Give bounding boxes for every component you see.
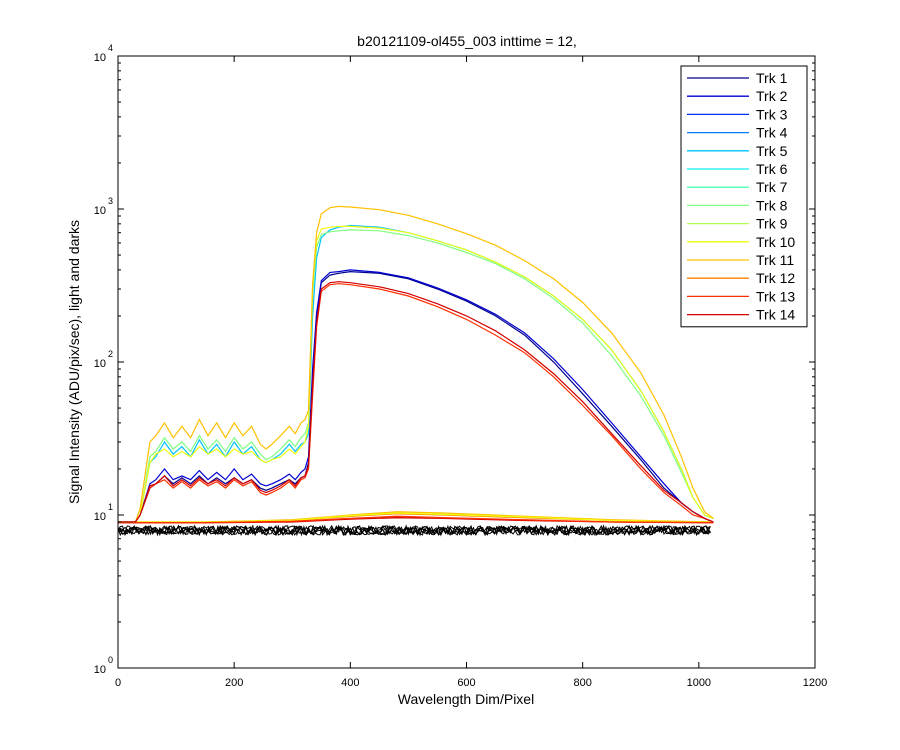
x-tick-label: 400: [341, 677, 359, 689]
legend-label: Trk 8: [756, 197, 788, 213]
series-line-trk-11: [118, 205, 714, 523]
y-tick-label-exponent: 0: [108, 655, 113, 665]
x-tick-label: 600: [457, 677, 475, 689]
x-tick-label: 0: [115, 677, 121, 689]
noise-floor-line: [117, 524, 711, 537]
y-tick-label-exponent: 1: [108, 502, 113, 512]
y-tick-label-base: 10: [94, 664, 106, 676]
legend: Trk 1 Trk 2 Trk 3 Trk 4 Trk 5 Trk 6 Trk 7 Trk 8…: [680, 65, 808, 328]
legend-label: Trk 7: [756, 179, 788, 195]
legend-label: Trk 10: [756, 234, 795, 250]
legend-label: Trk 11: [756, 252, 794, 268]
x-tick-label: 200: [225, 677, 243, 689]
y-tick-label-base: 10: [94, 511, 106, 523]
noise-floor-band: [117, 524, 711, 537]
series-line-trk-2: [118, 269, 714, 523]
x-tick-label: 800: [573, 677, 591, 689]
dark-profile-line: [118, 515, 714, 524]
legend-label: Trk 3: [756, 106, 788, 122]
y-tick-label-base: 10: [94, 205, 106, 217]
y-tick-label-exponent: 3: [108, 196, 113, 206]
legend-box: [680, 65, 808, 328]
series-line-trk-8: [118, 229, 714, 523]
y-tick-label-exponent: 2: [108, 349, 113, 359]
series-line-trk-14: [118, 281, 714, 523]
legend-label: Trk 5: [756, 143, 788, 159]
noise-floor-line: [117, 524, 711, 537]
y-tick-label-exponent: 4: [108, 43, 113, 53]
x-tick-label: 1000: [687, 677, 711, 689]
x-tick-label: 1200: [803, 677, 827, 689]
legend-label: Trk 2: [756, 88, 788, 104]
y-tick-label-base: 10: [94, 358, 106, 370]
chart-title: b20121109-ol455_003 inttime = 12,: [357, 33, 577, 49]
legend-label: Trk 1: [756, 70, 788, 86]
x-axis: 0 200 400 600 800 1000 1200: [115, 56, 827, 689]
legend-label: Trk 12: [756, 270, 795, 286]
light-profiles: [118, 205, 714, 523]
y-tick-label-base: 10: [94, 52, 106, 64]
legend-label: Trk 13: [756, 288, 795, 304]
series-line-trk-13: [118, 283, 714, 523]
series-line-trk-10: [118, 225, 714, 523]
legend-label: Trk 14: [756, 307, 795, 323]
legend-label: Trk 9: [756, 216, 788, 232]
legend-label: Trk 6: [756, 161, 788, 177]
dark-profiles: [118, 511, 714, 524]
legend-label: Trk 4: [756, 125, 788, 141]
x-axis-label: Wavelength Dim/Pixel: [398, 691, 534, 707]
y-axis-label: Signal Intensity (ADU/pix/sec), light an…: [66, 220, 82, 504]
dark-profile-line: [118, 512, 714, 523]
